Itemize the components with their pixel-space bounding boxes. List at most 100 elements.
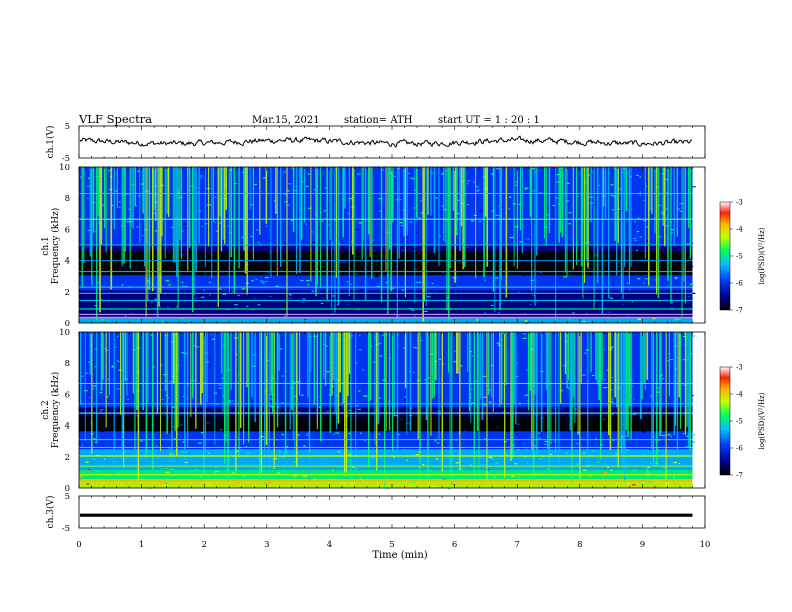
spec-speckle [118,369,122,371]
spec-speckle [162,344,166,347]
spec-speckle [243,283,247,285]
spec-speckle [430,353,434,355]
spec-sferic [667,167,669,281]
spec-sferic [548,167,551,234]
spec-speckle [576,443,579,445]
spec-sferic [459,167,461,252]
spec-sferic [593,167,595,309]
spec-speckle [466,203,469,206]
spec-speckle [183,223,187,225]
spec-speckle [269,393,274,396]
spec-speckle [490,173,493,175]
spec-sferic [179,167,181,240]
spec-speckle [278,423,282,426]
spec-speckle [135,205,137,207]
spec-sferic [129,167,131,269]
spec-speckle [603,387,608,389]
spec-sferic [246,167,248,295]
spec-speckle [328,309,331,312]
spec-speckle [167,431,170,434]
spec-sferic [160,332,161,452]
spec-speckle [322,463,327,465]
spec-speckle [639,191,642,193]
spec-sferic [571,332,573,484]
ch2-spec-ylabel-frequency: Frequency (kHz) [50,372,61,449]
spec-speckle [120,225,125,227]
spec-speckle [422,462,425,465]
spec-sferic [240,332,242,428]
spec-sferic [145,167,147,317]
spec-speckle [670,430,672,432]
spec-speckle [200,432,204,434]
spec-speckle [159,306,161,308]
spec-speckle [649,274,654,277]
spec-sferic [264,332,266,471]
spec-speckle [177,238,181,240]
spec-sferic [451,332,453,487]
spec-speckle [665,178,669,181]
spec-speckle [274,265,276,267]
spec-sferic [686,332,688,427]
figure-title: VLF Spectra [78,112,152,126]
spec-speckle [474,419,476,422]
spec-speckle [361,265,363,267]
spec-speckle [412,248,416,250]
ch1-colorbar: -3-4-5-6-7 log(PSD)(V²/Hz) [719,199,766,315]
spec-speckle [165,280,170,282]
spec-speckle [386,478,389,480]
spec-speckle [404,449,408,451]
spec-speckle [309,195,311,197]
spec-speckle [326,345,329,347]
spec-speckle [192,397,195,399]
spec-speckle [85,406,88,408]
spec-speckle [443,434,446,436]
spec-speckle [311,290,315,292]
spec-speckle [286,190,290,192]
spec-speckle [260,280,264,282]
spec-speckle [392,257,395,259]
spec-speckle [463,430,466,432]
spec-band [79,290,693,294]
spec-sferic [230,332,232,391]
spec-speckle [420,200,423,202]
spec-speckle [450,176,453,179]
spec-speckle [172,460,175,462]
spec-speckle [556,181,560,183]
time-axis-tick-2: 2 [201,540,206,550]
spec-speckle [526,394,530,396]
spec-speckle [290,434,293,436]
spec-sferic [425,332,428,420]
spec-sferic [192,167,194,313]
spec-speckle [154,484,158,486]
spec-speckle [276,486,280,488]
spec-speckle [93,350,96,352]
spec-sferic [251,332,253,397]
spec-speckle [523,248,525,250]
spec-speckle [670,426,673,428]
spec-sferic [414,167,416,303]
spec-speckle [639,236,642,238]
spec-sferic [329,332,331,433]
spec-speckle [287,204,290,206]
spec-band [79,476,693,480]
spec-sferic [456,332,458,374]
spec-sferic [491,332,493,398]
spec-speckle [667,357,669,359]
spec-speckle [301,302,305,304]
spec-speckle [673,462,677,464]
spec-speckle [101,267,105,269]
spec-speckle [328,365,331,367]
spec-speckle [210,254,212,256]
spec-sferic [390,167,393,292]
spec-band [79,443,693,447]
spec-speckle [176,305,178,308]
spec-sferic [620,167,622,293]
spec-speckle [489,277,493,279]
spec-speckle [670,231,673,234]
spec-speckle [546,409,549,411]
spec-speckle [565,452,568,454]
spec-speckle [644,454,647,456]
spec-speckle [396,434,401,436]
spec-speckle [691,266,694,268]
spec-speckle [382,169,385,171]
